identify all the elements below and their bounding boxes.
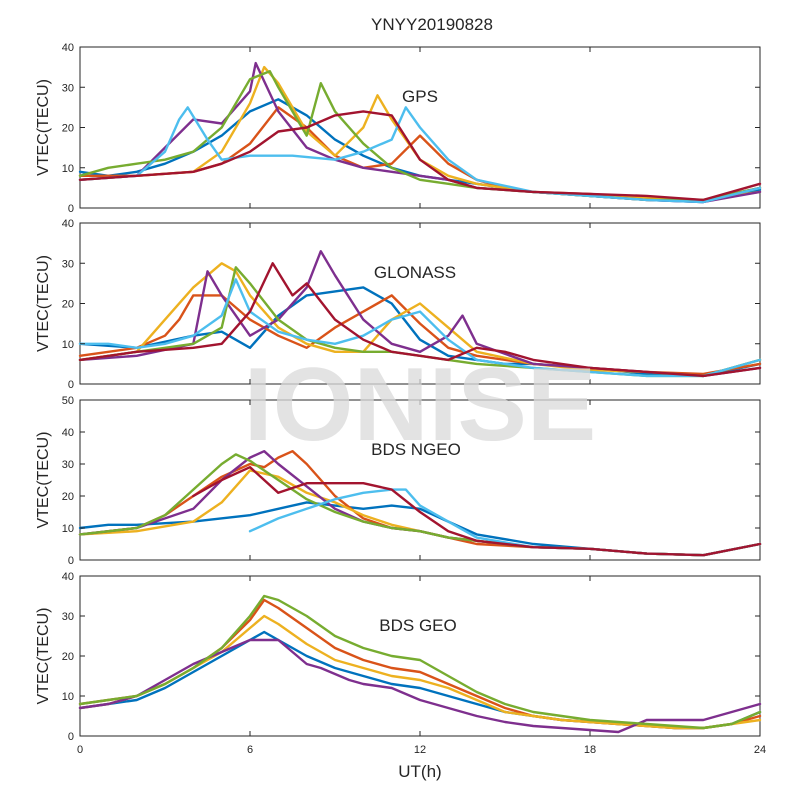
y-tick-label-glonass-10: 10 — [62, 339, 74, 351]
y-axis-label-glonass: VTEC(TECU) — [35, 255, 52, 352]
panel-label-glonass: GLONASS — [374, 263, 456, 282]
panels: 0 10 20 30 40 VTEC(TECU) GPS 0 10 20 30 40 VTEC(TECU… — [35, 42, 766, 756]
y-tick-label-gps-20: 20 — [62, 123, 74, 135]
series-group-gps — [78, 61, 762, 204]
y-tick-label-glonass-20: 20 — [62, 299, 74, 311]
series-line-gps-7 — [78, 110, 762, 202]
series-line-glonass-7 — [78, 262, 762, 378]
y-tick-label-bds-geo-30: 30 — [62, 611, 74, 623]
y-tick-label-bds-ngeo-40: 40 — [62, 427, 74, 439]
plot-area-bds-geo — [79, 575, 761, 737]
panel-label-gps: GPS — [402, 87, 438, 106]
series-line-bds-ngeo-7 — [192, 466, 762, 557]
panel-glonass: 0 10 20 30 40 VTEC(TECU) GLONASS — [35, 218, 762, 391]
panel-label-bds-geo: BDS GEO — [379, 616, 456, 635]
series-line-bds-geo-5 — [78, 594, 762, 730]
series-line-glonass-3 — [78, 262, 762, 378]
y-tick-label-bds-geo-10: 10 — [62, 691, 74, 703]
y-tick-label-bds-geo-0: 0 — [68, 731, 74, 743]
series-line-gps-6 — [78, 106, 762, 204]
y-tick-label-glonass-30: 30 — [62, 258, 74, 270]
y-tick-label-bds-ngeo-20: 20 — [62, 491, 74, 503]
y-tick-label-bds-ngeo-0: 0 — [68, 555, 74, 567]
x-tick-label-24: 24 — [754, 744, 766, 756]
y-tick-label-glonass-0: 0 — [68, 379, 74, 391]
y-axis-label-bds-ngeo: VTEC(TECU) — [35, 432, 52, 529]
y-axis-label-bds-geo: VTEC(TECU) — [35, 608, 52, 705]
x-tick-label-18: 18 — [584, 744, 596, 756]
panel-bds-geo: 0 10 20 30 40 0 6 12 18 24 VTEC(TECU) BDS GEO — [35, 571, 766, 756]
panel-label-bds-ngeo: BDS NGEO — [371, 440, 461, 459]
x-tick-label-6: 6 — [247, 744, 253, 756]
y-axis-label-gps: VTEC(TECU) — [35, 79, 52, 176]
y-tick-label-bds-ngeo-50: 50 — [62, 395, 74, 407]
y-tick-label-bds-geo-20: 20 — [62, 651, 74, 663]
x-axis-label: UT(h) — [398, 762, 441, 781]
x-tick-label-0: 0 — [77, 744, 83, 756]
series-line-glonass-6 — [78, 278, 762, 378]
y-tick-label-bds-geo-40: 40 — [62, 571, 74, 583]
y-tick-label-glonass-40: 40 — [62, 218, 74, 230]
y-tick-label-bds-ngeo-30: 30 — [62, 459, 74, 471]
y-tick-label-gps-30: 30 — [62, 82, 74, 94]
panel-gps: 0 10 20 30 40 VTEC(TECU) GPS — [35, 42, 762, 215]
series-group-bds-geo — [78, 594, 762, 734]
y-tick-label-bds-ngeo-10: 10 — [62, 523, 74, 535]
watermark: IONISE — [244, 347, 597, 463]
figure-title: YNYY20190828 — [371, 15, 493, 34]
y-tick-label-gps-10: 10 — [62, 163, 74, 175]
y-tick-label-gps-40: 40 — [62, 42, 74, 54]
plot-area-bds-ngeo — [79, 399, 761, 561]
series-group-bds-ngeo — [78, 450, 762, 557]
x-tick-label-12: 12 — [414, 744, 426, 756]
series-line-glonass-4 — [78, 250, 762, 378]
y-tick-label-gps-0: 0 — [68, 203, 74, 215]
series-group-glonass — [78, 250, 762, 378]
panel-bds-ngeo: 0 10 20 30 40 50 VTEC(TECU) BDS NGEO — [35, 395, 762, 567]
